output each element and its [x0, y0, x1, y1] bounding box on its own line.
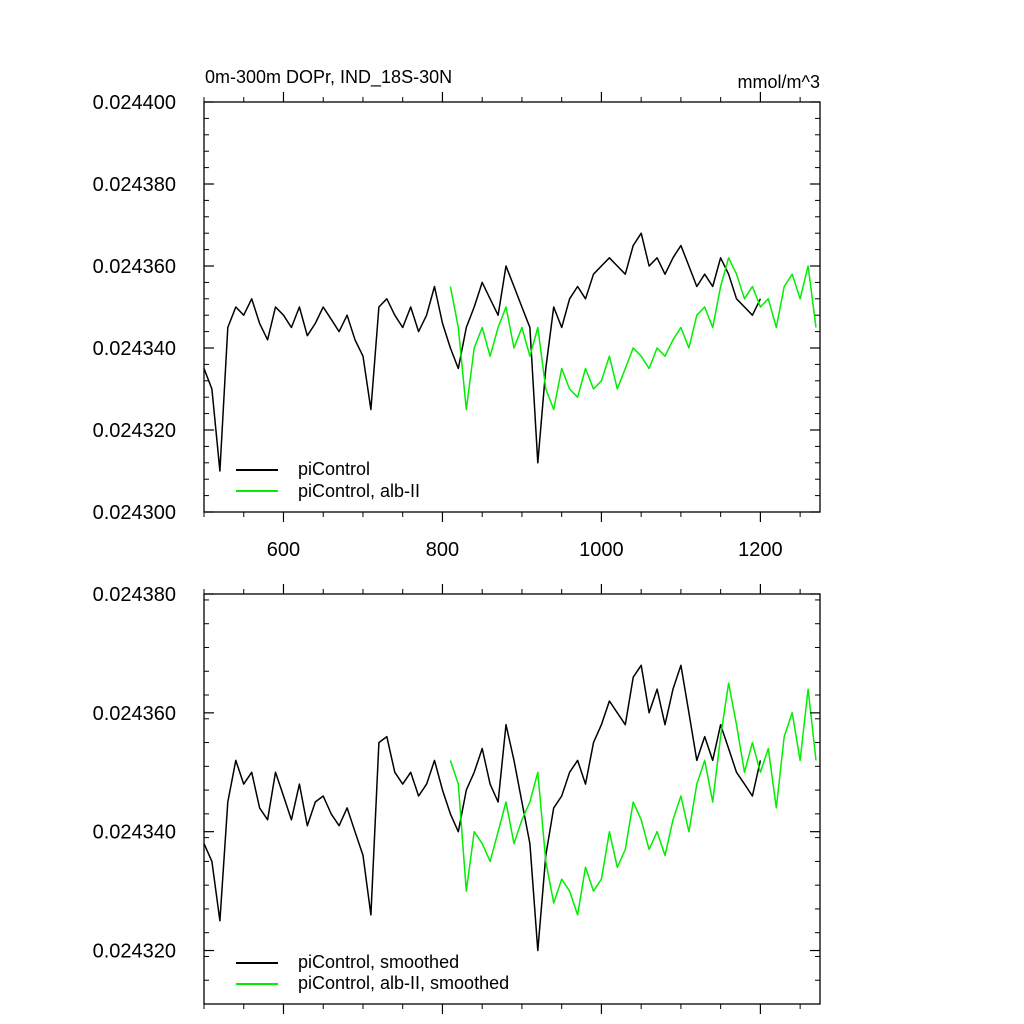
- legend-label-picontrol-smoothed: piControl, smoothed: [298, 952, 459, 972]
- top-plot-frame: [203, 101, 821, 513]
- top-x-axis: 600 800 1000 1200: [203, 92, 801, 561]
- y-tick-label: 0.024400: [93, 92, 176, 114]
- y-tick-label: 0.024380: [93, 584, 176, 606]
- legend-label-alb-ii: piControl, alb-II: [298, 481, 420, 501]
- units-label: mmol/m^3: [738, 72, 820, 92]
- bottom-panel: 0.024320 0.024340 0.024360 0.024380 piContr…: [93, 584, 821, 1014]
- y-tick-label: 0.024320: [93, 941, 176, 963]
- chart-title: 0m-300m DOPr, IND_18S-30N: [205, 67, 452, 88]
- x-tick-label: 1200: [738, 539, 783, 561]
- series-line-picontrol: [203, 232, 762, 472]
- y-tick-label: 0.024380: [93, 174, 176, 196]
- bottom-plot-frame: [203, 593, 821, 1005]
- y-tick-label: 0.024340: [93, 822, 176, 844]
- legend-label-picontrol: piControl: [298, 459, 370, 479]
- series-line-picontrol-smoothed: [203, 664, 762, 952]
- bottom-legend: piControl, smoothed piControl, alb-II, s…: [236, 952, 509, 993]
- bottom-x-axis: [203, 584, 801, 1014]
- series-line-alb-ii: [449, 257, 817, 411]
- y-tick-label: 0.024360: [93, 256, 176, 278]
- top-panel: 0m-300m DOPr, IND_18S-30N mmol/m^3 0.024…: [93, 67, 821, 561]
- series-line-alb-ii-smoothed: [449, 682, 817, 916]
- y-tick-label: 0.024300: [93, 502, 176, 524]
- legend-label-alb-ii-smoothed: piControl, alb-II, smoothed: [298, 973, 509, 993]
- x-tick-label: 600: [267, 539, 300, 561]
- y-tick-label: 0.024320: [93, 420, 176, 442]
- x-tick-label: 800: [426, 539, 459, 561]
- y-tick-label: 0.024340: [93, 338, 176, 360]
- top-series-group: [203, 232, 817, 472]
- bottom-series-group: [203, 664, 817, 952]
- bottom-y-axis: 0.024320 0.024340 0.024360 0.024380: [93, 584, 820, 1005]
- x-tick-label: 1000: [579, 539, 624, 561]
- y-tick-label: 0.024360: [93, 703, 176, 725]
- top-y-axis: 0.024300 0.024320 0.024340 0.024360 0.024380…: [93, 92, 820, 524]
- top-legend: piControl piControl, alb-II: [236, 459, 420, 501]
